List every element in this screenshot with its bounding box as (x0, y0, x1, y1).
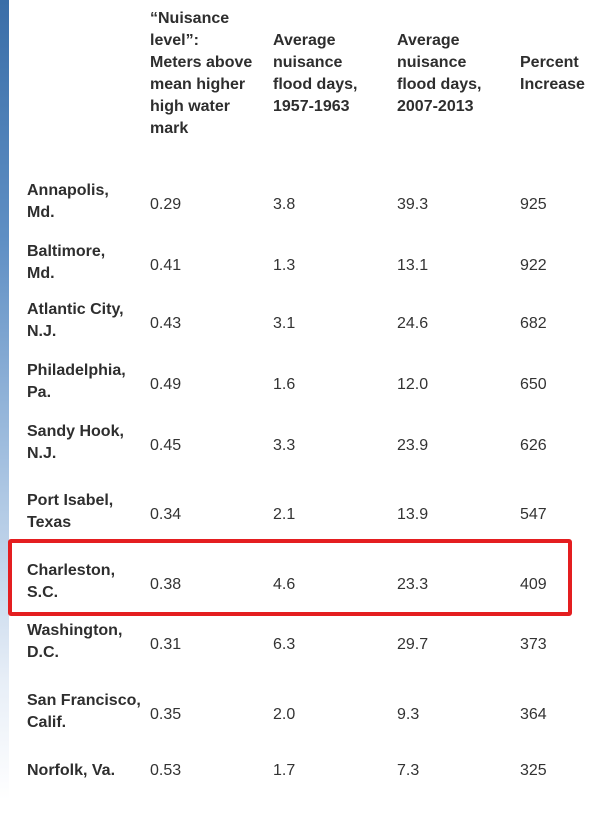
header-nuisance-level: “Nuisance level”: Meters above mean high… (150, 10, 253, 137)
cell-nuisance-level: 0.29 (150, 196, 182, 213)
cell-nuisance-level: 0.45 (150, 437, 182, 454)
cell-nuisance-level: 0.35 (150, 706, 182, 723)
cell-city: Washington, D.C. (27, 622, 123, 661)
cell-days-1957-1963: 4.6 (273, 576, 296, 593)
cell-city: Port Isabel, Texas (27, 492, 114, 531)
cell-city: Norfolk, Va. (27, 762, 116, 779)
table-row: Atlantic City, N.J. 0.43 3.1 24.6 682 (0, 299, 598, 359)
cell-city: Baltimore, Md. (27, 243, 106, 282)
cell-nuisance-level: 0.49 (150, 376, 182, 393)
table-row: Sandy Hook, N.J. 0.45 3.3 23.9 626 (0, 421, 598, 481)
cell-percent-increase: 373 (520, 636, 547, 653)
cell-city: San Francisco, Calif. (27, 692, 141, 731)
cell-city: Annapolis, Md. (27, 182, 109, 221)
cell-city: Philadelphia, Pa. (27, 362, 126, 401)
cell-days-1957-1963: 1.3 (273, 257, 296, 274)
cell-days-1957-1963: 3.3 (273, 437, 296, 454)
cell-city: Atlantic City, N.J. (27, 301, 124, 340)
cell-days-1957-1963: 3.8 (273, 196, 296, 213)
cell-days-2007-2013: 7.3 (397, 762, 420, 779)
table-row: Philadelphia, Pa. 0.49 1.6 12.0 650 (0, 360, 598, 420)
cell-days-2007-2013: 12.0 (397, 376, 429, 393)
cell-days-2007-2013: 29.7 (397, 636, 429, 653)
cell-days-1957-1963: 6.3 (273, 636, 296, 653)
cell-days-2007-2013: 13.1 (397, 257, 429, 274)
table-row: Washington, D.C. 0.31 6.3 29.7 373 (0, 620, 598, 680)
cell-days-1957-1963: 3.1 (273, 315, 296, 332)
cell-percent-increase: 409 (520, 576, 547, 593)
cell-percent-increase: 922 (520, 257, 547, 274)
cell-days-2007-2013: 24.6 (397, 315, 429, 332)
table-row: Charleston, S.C. 0.38 4.6 23.3 409 (0, 560, 598, 620)
cell-nuisance-level: 0.43 (150, 315, 182, 332)
cell-days-2007-2013: 23.3 (397, 576, 429, 593)
cell-nuisance-level: 0.53 (150, 762, 182, 779)
charleston-highlight-box (8, 539, 572, 616)
table-row: Norfolk, Va. 0.53 1.7 7.3 325 (0, 760, 598, 820)
table-row: Baltimore, Md. 0.41 1.3 13.1 922 (0, 241, 598, 301)
cell-city: Sandy Hook, N.J. (27, 423, 124, 462)
cell-days-1957-1963: 2.0 (273, 706, 296, 723)
header-percent-increase: Percent Increase (520, 54, 585, 93)
cell-percent-increase: 650 (520, 376, 547, 393)
cell-percent-increase: 682 (520, 315, 547, 332)
cell-days-1957-1963: 1.7 (273, 762, 296, 779)
cell-percent-increase: 626 (520, 437, 547, 454)
cell-city: Charleston, S.C. (27, 562, 116, 601)
cell-days-1957-1963: 1.6 (273, 376, 296, 393)
table-row: Annapolis, Md. 0.29 3.8 39.3 925 (0, 180, 598, 240)
cell-percent-increase: 925 (520, 196, 547, 213)
cell-nuisance-level: 0.41 (150, 257, 182, 274)
cell-days-2007-2013: 9.3 (397, 706, 420, 723)
cell-nuisance-level: 0.38 (150, 576, 182, 593)
header-avg-days-1957-1963: Average nuisance flood days, 1957-1963 (273, 32, 358, 115)
cell-days-2007-2013: 23.9 (397, 437, 429, 454)
cell-percent-increase: 547 (520, 506, 547, 523)
header-avg-days-2007-2013: Average nuisance flood days, 2007-2013 (397, 32, 482, 115)
table-row: San Francisco, Calif. 0.35 2.0 9.3 364 (0, 690, 598, 750)
cell-nuisance-level: 0.34 (150, 506, 182, 523)
cell-days-2007-2013: 39.3 (397, 196, 429, 213)
cell-percent-increase: 364 (520, 706, 547, 723)
cell-percent-increase: 325 (520, 762, 547, 779)
flood-days-table: “Nuisance level”: Meters above mean high… (0, 10, 598, 779)
cell-days-2007-2013: 13.9 (397, 506, 429, 523)
cell-days-1957-1963: 2.1 (273, 506, 296, 523)
cell-nuisance-level: 0.31 (150, 636, 182, 653)
slide-edge-gradient-bar (0, 0, 9, 800)
table-row: Port Isabel, Texas 0.34 2.1 13.9 547 (0, 490, 598, 550)
